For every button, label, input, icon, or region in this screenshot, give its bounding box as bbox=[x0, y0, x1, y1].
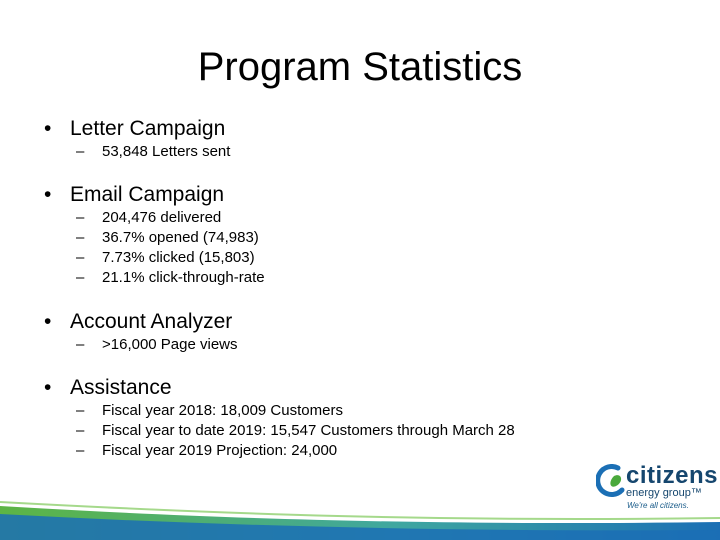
section-letter-campaign: • Letter Campaign –53,848 Letters sent bbox=[44, 116, 684, 162]
item-text: 21.1% click-through-rate bbox=[102, 269, 265, 286]
list-item: –36.7% opened (74,983) bbox=[76, 228, 684, 248]
sub-list: – >16,000 Page views bbox=[44, 335, 684, 355]
item-text: Fiscal year to date 2019: 15,547 Custome… bbox=[102, 422, 515, 439]
list-item: – Fiscal year 2019 Projection: 24,000 bbox=[76, 441, 684, 461]
bullet-dot: • bbox=[44, 117, 52, 140]
list-item: –204,476 delivered bbox=[76, 208, 684, 228]
citizens-logo: citizens energy group™ We're all citizen… bbox=[596, 462, 718, 512]
sub-list: –53,848 Letters sent bbox=[44, 142, 684, 162]
list-item: – Fiscal year 2018: 18,009 Customers bbox=[76, 401, 684, 421]
logo-tagline: We're all citizens. bbox=[627, 501, 689, 510]
section-email-campaign: • Email Campaign –204,476 delivered –36.7… bbox=[44, 182, 684, 288]
item-text: Fiscal year 2018: 18,009 Customers bbox=[102, 402, 343, 419]
slide-title: Program Statistics bbox=[197, 45, 523, 89]
dash: – bbox=[76, 229, 85, 246]
sub-list: – Fiscal year 2018: 18,009 Customers – Fis… bbox=[44, 401, 684, 461]
heading-text: Letter Campaign bbox=[70, 117, 226, 140]
item-text: >16,000 Page views bbox=[102, 336, 238, 353]
section-account-analyzer: • Account Analyzer – >16,000 Page views bbox=[44, 309, 684, 355]
list-item: –21.1% click-through-rate bbox=[76, 268, 684, 288]
logo-wordmark: citizens bbox=[626, 462, 719, 489]
logo-mark-icon bbox=[596, 464, 625, 497]
list-item: –53,848 Letters sent bbox=[76, 142, 684, 162]
footer-swoosh bbox=[0, 501, 720, 540]
dash: – bbox=[76, 442, 85, 459]
bullet-dot: • bbox=[44, 310, 52, 333]
bullet-heading: • Account Analyzer bbox=[44, 309, 684, 335]
item-text: Fiscal year 2019 Projection: 24,000 bbox=[102, 442, 338, 459]
list-item: – Fiscal year to date 2019: 15,547 Custom… bbox=[76, 421, 684, 441]
section-assistance: • Assistance – Fiscal year 2018: 18,009 Cu… bbox=[44, 375, 684, 461]
bullet-dot: • bbox=[44, 183, 52, 206]
heading-text: Assistance bbox=[70, 376, 172, 399]
dash: – bbox=[76, 422, 85, 439]
item-text: 7.73% clicked (15,803) bbox=[102, 249, 255, 266]
heading-text: Email Campaign bbox=[70, 183, 225, 206]
dash: – bbox=[76, 269, 85, 286]
heading-text: Account Analyzer bbox=[70, 310, 233, 333]
bullet-dot: • bbox=[44, 376, 52, 399]
list-item: –7.73% clicked (15,803) bbox=[76, 248, 684, 268]
dash: – bbox=[76, 402, 85, 419]
item-text: 36.7% opened (74,983) bbox=[102, 229, 259, 246]
dash: – bbox=[76, 209, 85, 226]
dash: – bbox=[76, 143, 85, 160]
item-text: 53,848 Letters sent bbox=[102, 143, 231, 160]
logo-subtitle: energy group™ bbox=[626, 487, 702, 499]
bullet-heading: • Email Campaign bbox=[44, 182, 684, 208]
bullet-heading: • Letter Campaign bbox=[44, 116, 684, 142]
list-item: – >16,000 Page views bbox=[76, 335, 684, 355]
bullet-heading: • Assistance bbox=[44, 375, 684, 401]
sub-list: –204,476 delivered –36.7% opened (74,983… bbox=[44, 208, 684, 288]
dash: – bbox=[76, 336, 85, 353]
dash: – bbox=[76, 249, 85, 266]
item-text: 204,476 delivered bbox=[102, 209, 222, 226]
